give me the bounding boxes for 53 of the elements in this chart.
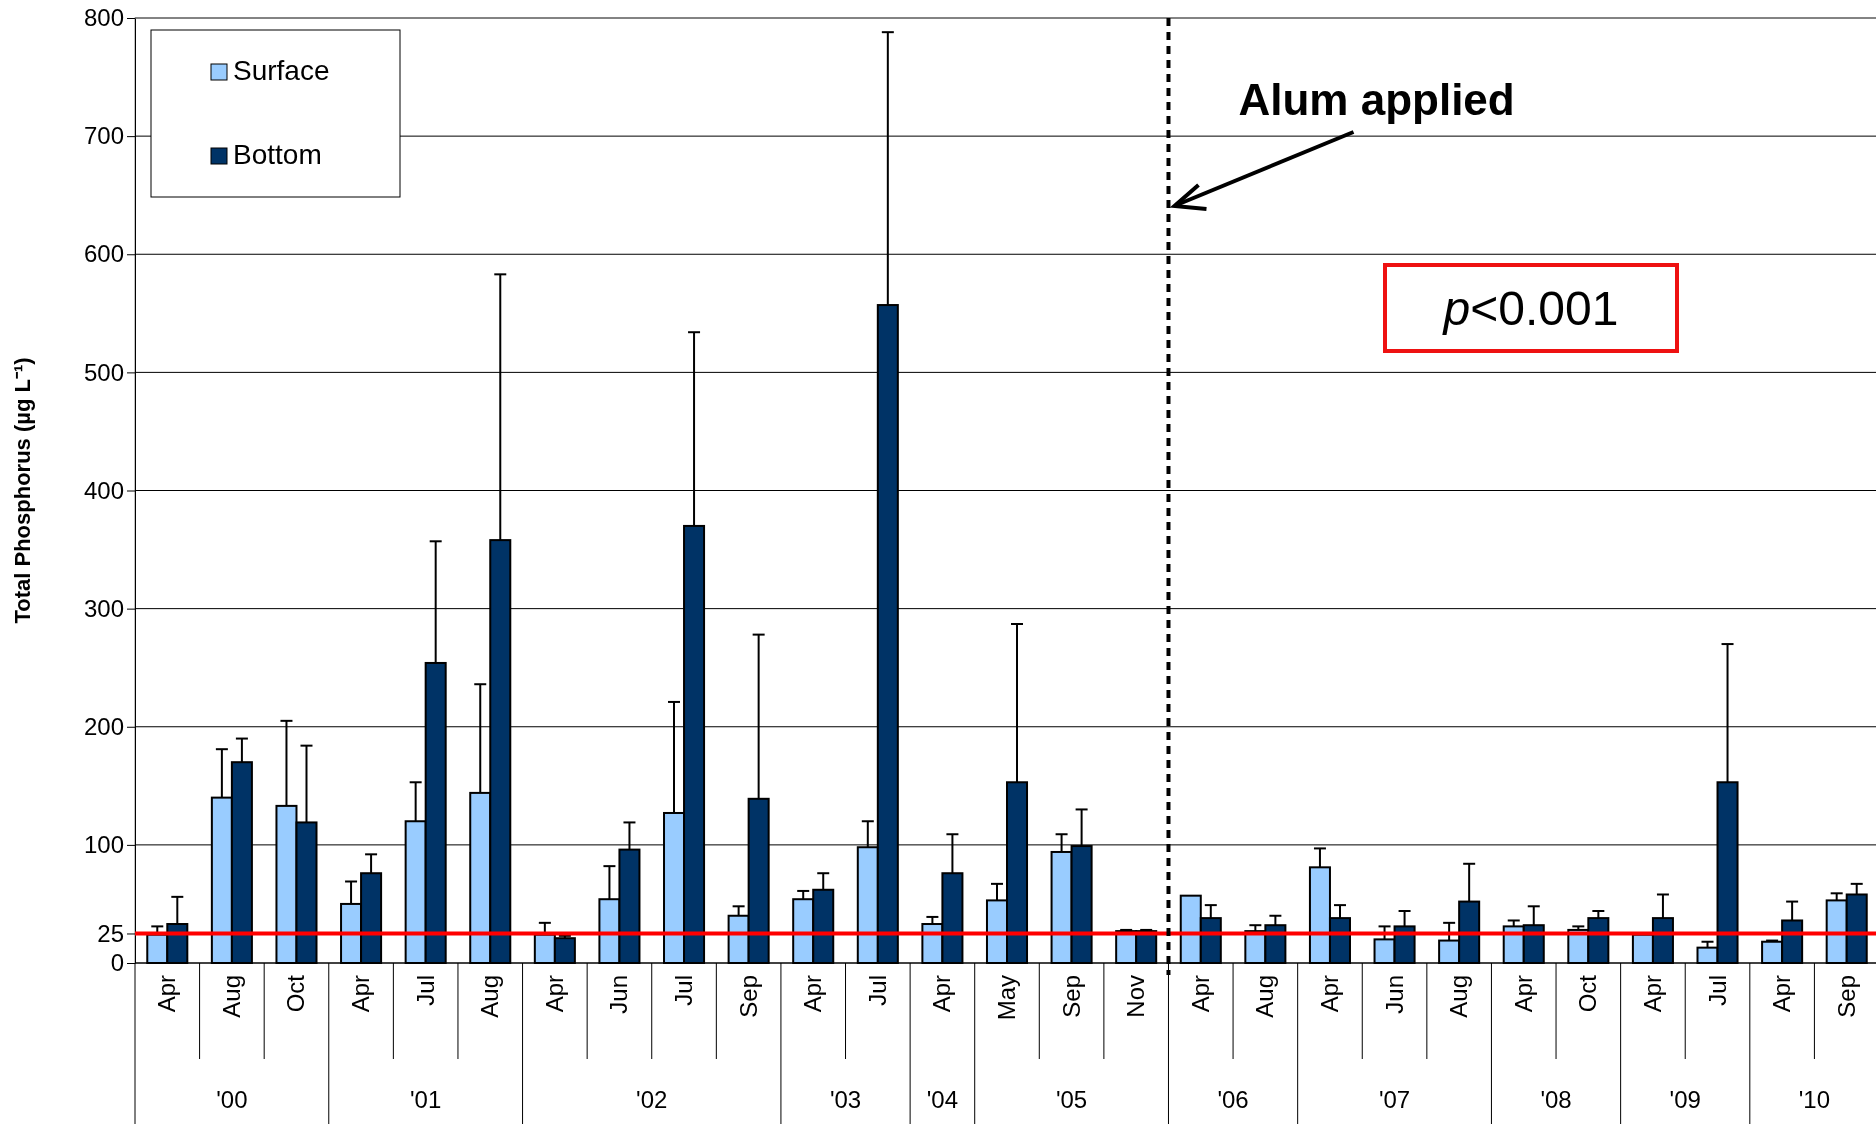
x-tick-label: Jul — [863, 975, 891, 1006]
x-tick-label: Jul — [411, 975, 439, 1006]
x-tick-label: Aug — [1251, 975, 1279, 1018]
legend-label: Bottom — [233, 139, 322, 170]
text: '10 — [1798, 1086, 1831, 1113]
x-tick-label: Jun — [605, 975, 633, 1014]
x-tick-label: Oct — [282, 974, 310, 1013]
x-tick-label: Sep — [1832, 975, 1860, 1018]
x-tick-label: Sep — [734, 975, 762, 1018]
x-tick-label: Sep — [1057, 975, 1085, 1018]
x-tick-label: Jun — [1380, 975, 1408, 1014]
y-tick-label: 0 — [110, 949, 124, 977]
x-tick-label: Jul — [670, 975, 698, 1006]
text: '04 — [926, 1086, 959, 1113]
x-tick-label: Apr — [1638, 975, 1666, 1013]
y-tick-label: 800 — [83, 4, 124, 32]
y-axis-title: Total Phosphorus (µg L⁻¹) — [10, 357, 35, 624]
text: '06 — [1217, 1086, 1249, 1113]
y-tick-label: 400 — [83, 476, 124, 504]
y-tick-label: 300 — [83, 594, 124, 622]
x-tick-label: Nov — [1122, 975, 1150, 1018]
text: '07 — [1378, 1086, 1411, 1113]
text: '02 — [636, 1086, 668, 1113]
text: '03 — [829, 1086, 862, 1113]
text: '09 — [1669, 1086, 1701, 1113]
x-tick-label: Apr — [347, 975, 375, 1013]
x-tick-label: Apr — [1509, 975, 1537, 1013]
text: '00 — [216, 1086, 248, 1113]
legend-label: Surface — [233, 55, 330, 86]
y-tick-label: 25 — [97, 919, 124, 947]
x-tick-label: May — [993, 975, 1020, 1021]
x-tick-label: Apr — [1315, 975, 1343, 1013]
x-tick-label: Apr — [153, 975, 181, 1013]
annotation: Alum applied — [1238, 75, 1515, 124]
x-tick-label: Apr — [1186, 975, 1214, 1013]
text: '08 — [1540, 1086, 1572, 1113]
y-tick-label: 700 — [83, 122, 124, 150]
text: '01 — [410, 1086, 442, 1113]
y-tick-label: 100 — [83, 831, 124, 859]
annotation: p<0.001 — [1441, 282, 1619, 335]
x-tick-label: Jul — [1703, 975, 1731, 1006]
text: '05 — [1055, 1086, 1088, 1113]
x-tick-label: Apr — [799, 975, 827, 1013]
x-tick-label: Aug — [1445, 975, 1473, 1018]
x-tick-label: Apr — [540, 975, 568, 1013]
x-tick-label: Apr — [1768, 975, 1796, 1013]
x-tick-label: Apr — [928, 975, 956, 1013]
x-tick-label: Aug — [476, 975, 504, 1018]
y-tick-label: 500 — [83, 358, 124, 386]
y-tick-label: 200 — [83, 712, 124, 740]
x-tick-label: Oct — [1574, 974, 1602, 1013]
y-tick-label: 600 — [83, 240, 124, 268]
x-tick-label: Aug — [217, 975, 245, 1018]
